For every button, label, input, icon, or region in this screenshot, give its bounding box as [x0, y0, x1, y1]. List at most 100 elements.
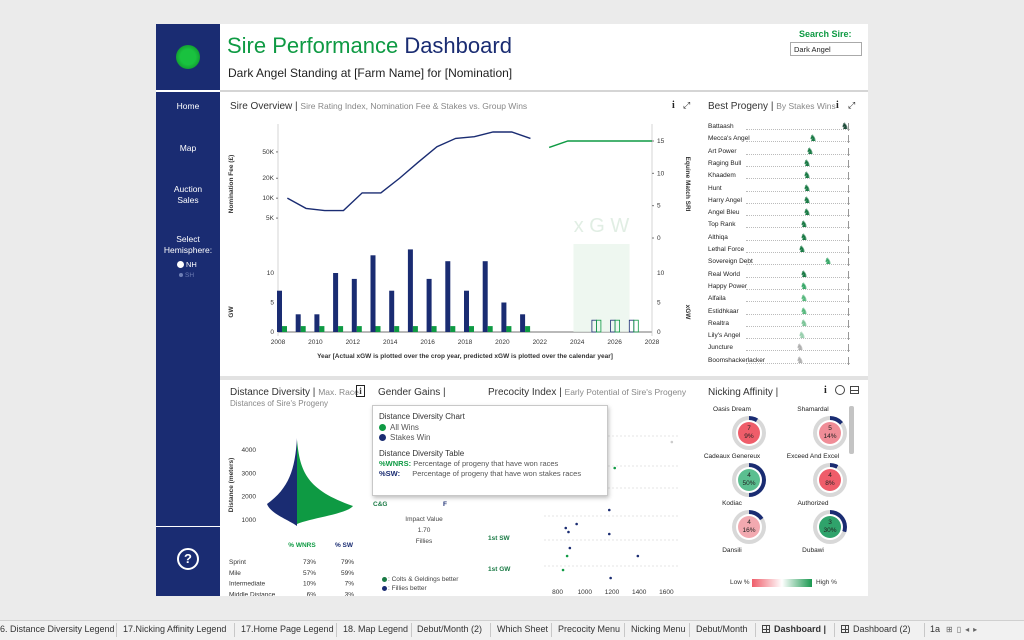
progeny-row[interactable]: Top Rank	[708, 221, 735, 228]
tab-dashboard-active[interactable]: Dashboard |	[762, 624, 826, 634]
tab-which-sheet[interactable]: Which Sheet	[497, 624, 549, 634]
xgw-bar	[614, 319, 621, 333]
info-icon[interactable]: i	[824, 385, 827, 396]
progeny-row[interactable]: Lethal Force	[708, 246, 744, 253]
progeny-row[interactable]: Raging Bull	[708, 160, 741, 167]
nick-percent: 30%	[823, 527, 837, 534]
horse-icon: ♞	[796, 342, 805, 353]
progeny-name: Khaadem	[708, 172, 736, 180]
nick-count: 4	[747, 519, 751, 526]
nick-ring[interactable]: 5 14%	[813, 416, 847, 450]
tab-precocity-menu[interactable]: Precocity Menu	[558, 624, 621, 634]
table-row-label: Middle Distance	[229, 591, 276, 596]
distance-tick-label: 4000	[242, 447, 257, 454]
distance-diversity-title: Distance Diversity | Max. Race	[230, 387, 359, 398]
horse-icon: ♞	[798, 244, 807, 254]
x-tick-label: 2024	[570, 339, 585, 346]
x-tick-label: 2008	[271, 339, 286, 346]
nick-ring[interactable]: 4 16%	[732, 510, 766, 544]
progeny-row[interactable]: Althiqa	[708, 234, 728, 241]
tab-dashboard-2[interactable]: Dashboard (2)	[841, 624, 911, 634]
tab-nicking-affinity-legend[interactable]: 17.Nicking Affinity Legend	[123, 624, 227, 634]
progeny-row[interactable]: Juncture	[708, 344, 733, 351]
progeny-row[interactable]: Hunt	[708, 185, 722, 192]
impact-label: Impact Value	[405, 516, 443, 523]
gw-axis-label: GW	[228, 306, 235, 318]
hemisphere-option-sh[interactable]: SH	[179, 272, 194, 279]
sidebar-item-auction-sales[interactable]: Auction Sales	[173, 184, 203, 205]
tab-debut-month-2[interactable]: Debut/Month (2)	[417, 624, 483, 634]
table-header-wnrs: % WNRS	[288, 542, 316, 549]
progeny-dotted-line	[746, 202, 850, 204]
progeny-row[interactable]: Realtra	[708, 320, 729, 327]
progeny-row[interactable]: Art Power	[708, 148, 737, 155]
progeny-row[interactable]: Harry Angel	[708, 197, 742, 204]
logo-block	[156, 24, 220, 90]
precocity-tick-label: 1000	[578, 589, 593, 596]
progeny-name: Althiqa	[708, 233, 728, 241]
tab-nicking-menu[interactable]: Nicking Menu	[631, 624, 686, 634]
horse-icon: ♞	[800, 231, 809, 242]
info-icon[interactable]: i	[356, 385, 365, 397]
progeny-row[interactable]: Boomshackerlacker	[708, 357, 765, 364]
progeny-reference-tick	[848, 233, 849, 242]
nick-ring[interactable]: 4 8%	[813, 463, 847, 497]
progeny-row[interactable]: Alfaila	[708, 295, 726, 302]
gw-bar	[314, 314, 320, 332]
horse-icon: ♞	[809, 133, 818, 144]
nick-ring[interactable]: 4 50%	[732, 463, 766, 497]
progeny-row[interactable]: Angel Bleu	[708, 209, 739, 216]
precocity-point	[561, 568, 565, 572]
progeny-name: Real World	[708, 270, 741, 278]
sw-bar	[412, 326, 418, 332]
fee-tick-label: 50K	[262, 149, 274, 156]
info-icon[interactable]: i	[836, 100, 839, 111]
gender-legend-f: : Fillies better	[382, 585, 427, 592]
progeny-dotted-line	[746, 288, 850, 290]
progeny-reference-tick	[848, 319, 849, 328]
tab-distance-diversity-legend[interactable]: 6. Distance Diversity Legend	[0, 624, 115, 634]
tab-home-page-legend[interactable]: 17.Home Page Legend	[241, 624, 334, 634]
sidebar-item-map[interactable]: Map	[179, 143, 197, 153]
tab-debut-month[interactable]: Debut/Month	[696, 624, 748, 634]
hemisphere-option-nh[interactable]: NH	[177, 260, 197, 269]
tab-1a[interactable]: 1a	[930, 624, 941, 634]
gw-bar	[370, 255, 376, 332]
progeny-row[interactable]: Battaash	[708, 123, 734, 130]
sw-bar	[469, 326, 474, 332]
sidebar-item-home[interactable]: Home	[176, 101, 200, 111]
progeny-name: Art Power	[708, 147, 737, 155]
progeny-dotted-line	[746, 227, 850, 229]
progeny-row[interactable]: Estidhkaar	[708, 308, 739, 315]
tab-map-legend[interactable]: 18. Map Legend	[343, 624, 409, 634]
precocity-tick-label: 1200	[605, 589, 620, 596]
expand-icon[interactable]: ⤢	[683, 100, 691, 110]
progeny-name: Top Rank	[708, 221, 736, 229]
distance-axis-label: Distance (meters)	[228, 458, 235, 513]
search-input[interactable]: Dark Angel	[790, 42, 862, 56]
info-icon[interactable]: i	[672, 100, 675, 111]
progeny-row[interactable]: Lily's Angel	[708, 332, 740, 339]
distance-tick-label: 1000	[242, 517, 257, 524]
nick-ring[interactable]: 3 30%	[813, 510, 847, 544]
precocity-point	[565, 554, 569, 558]
search-input-value: Dark Angel	[794, 45, 831, 54]
help-button[interactable]: ?	[177, 548, 199, 570]
progeny-row[interactable]: Sovereign Debt	[708, 258, 753, 265]
progeny-reference-tick	[848, 123, 849, 131]
scrollbar[interactable]	[849, 406, 854, 454]
progeny-row[interactable]: Mecca's Angel	[708, 135, 750, 142]
xgw-bar	[595, 319, 602, 333]
table-icon[interactable]	[850, 386, 859, 394]
nick-core: 7 9%	[738, 422, 760, 444]
expand-icon[interactable]: ⤢	[848, 100, 856, 110]
progeny-row[interactable]: Real World	[708, 271, 740, 278]
progeny-reference-tick	[848, 184, 849, 193]
x-tick-label: 2014	[383, 339, 398, 346]
precocity-point	[613, 466, 617, 470]
clock-icon[interactable]	[835, 385, 845, 395]
nick-ring[interactable]: 7 9%	[732, 416, 766, 450]
progeny-row[interactable]: Khaadem	[708, 172, 736, 179]
progeny-row[interactable]: Happy Power	[708, 283, 747, 290]
tab-nav-buttons[interactable]: ⊞▯◂▸	[946, 625, 982, 634]
